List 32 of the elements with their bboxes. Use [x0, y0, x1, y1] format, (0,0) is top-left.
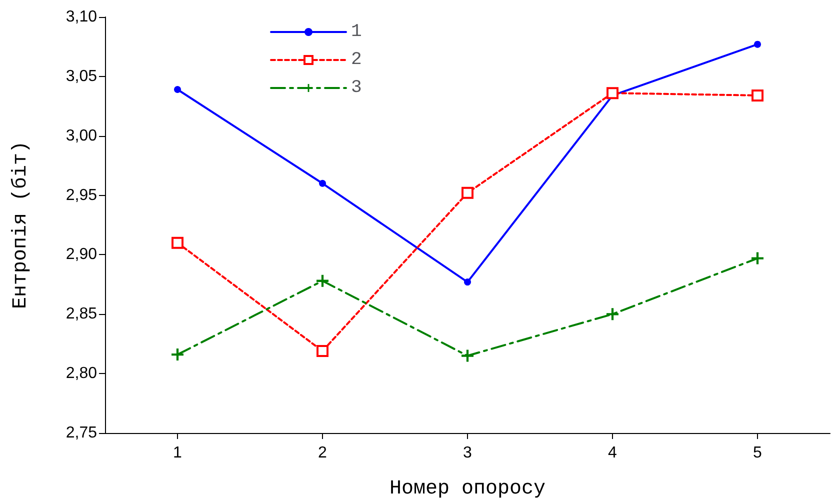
x-tick-label: 1 [173, 444, 182, 462]
x-axis-title: Номер опоросу [389, 478, 546, 500]
y-tick-label: 2,95 [66, 186, 98, 204]
point [172, 348, 184, 361]
point [752, 252, 764, 264]
x-tick-label: 3 [463, 444, 472, 462]
y-tick-label: 2,90 [66, 246, 98, 264]
point [606, 308, 618, 320]
point [174, 86, 181, 93]
x-tick-label: 2 [318, 444, 328, 462]
x-tick-label: 4 [608, 444, 618, 462]
point [752, 89, 764, 102]
point [464, 278, 471, 286]
point [316, 274, 328, 287]
point [606, 87, 618, 100]
y-tick-label: 2,80 [66, 365, 98, 382]
y-tick-label: 3,10 [66, 8, 98, 26]
point [462, 350, 474, 362]
legend-label: 3 [351, 78, 362, 98]
point [462, 186, 474, 199]
legend-label: 1 [351, 22, 362, 42]
y-tick-label: 3,00 [66, 127, 98, 144]
y-tick-label: 3,05 [66, 68, 98, 85]
x-tick-label: 5 [753, 444, 762, 462]
point [172, 236, 184, 249]
point [754, 40, 761, 48]
point [319, 180, 326, 187]
y-tick-label: 2,75 [66, 424, 98, 442]
y-axis-title: Ентропія (біт) [10, 140, 32, 310]
legend-label: 2 [351, 50, 362, 70]
y-tick-label: 2,85 [66, 306, 98, 323]
point [316, 344, 328, 357]
